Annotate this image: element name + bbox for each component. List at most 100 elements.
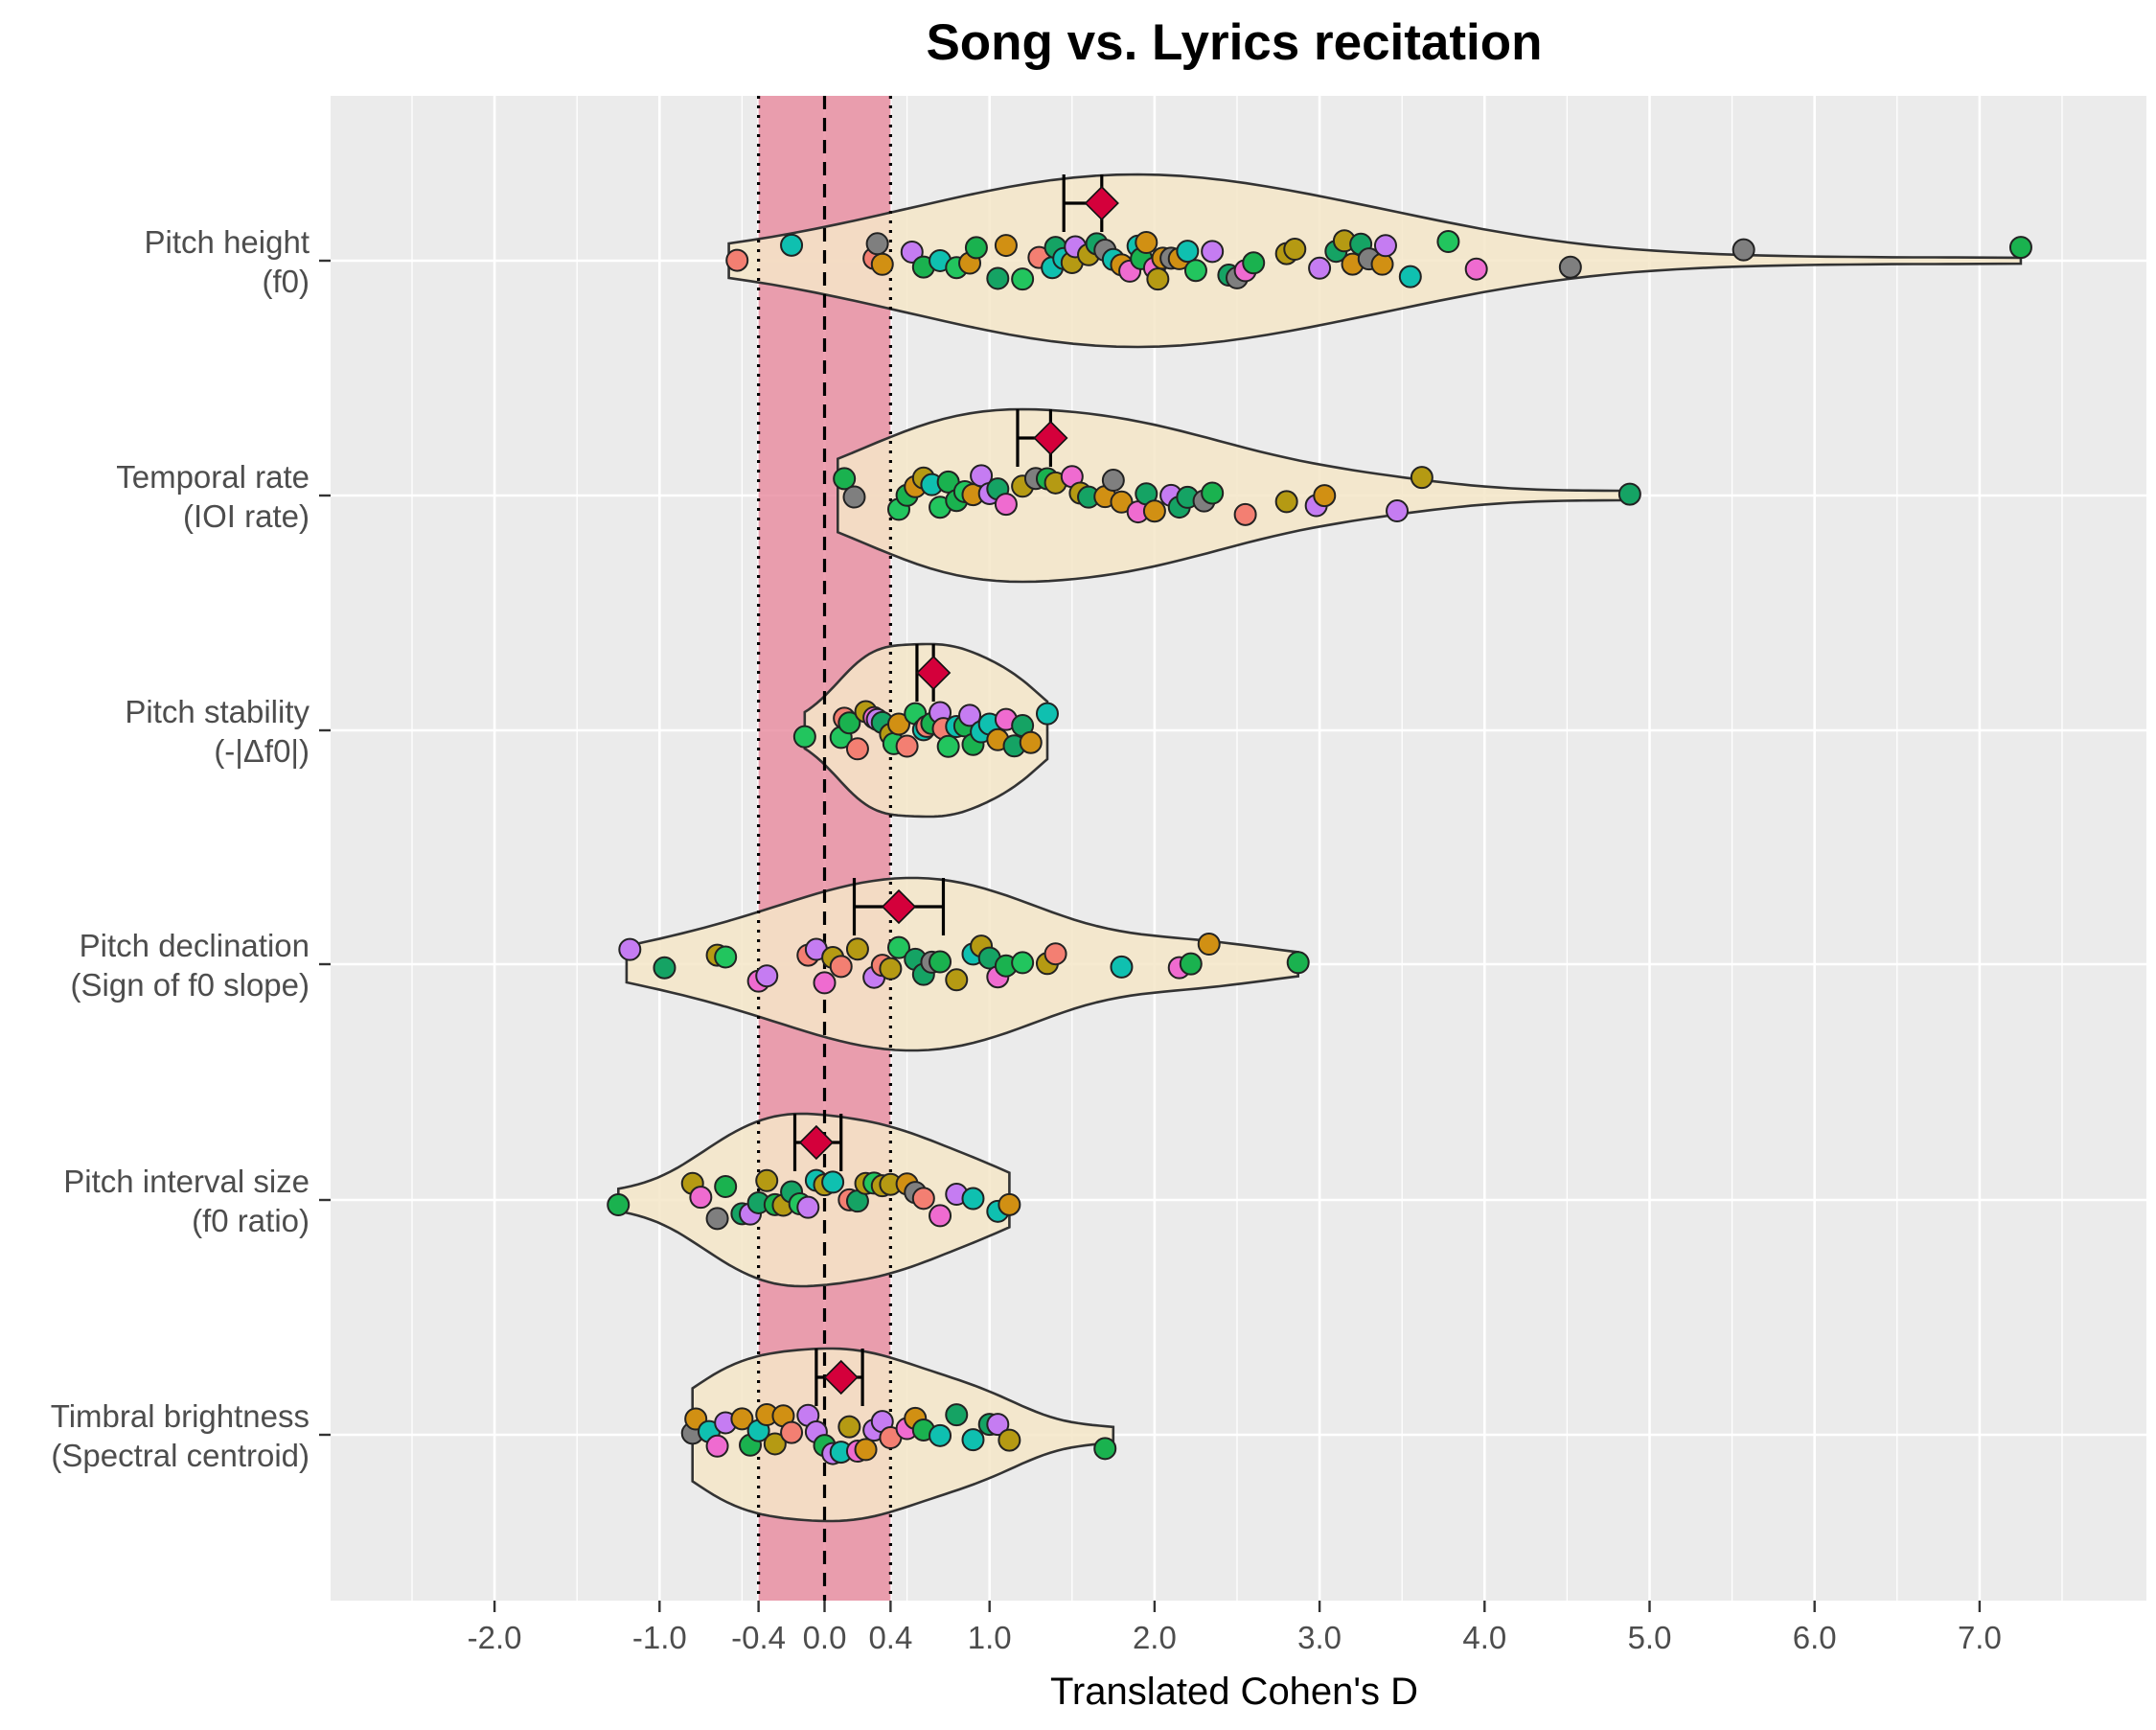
data-point	[730, 1407, 754, 1431]
data-point	[936, 734, 960, 758]
data-point	[994, 234, 1018, 258]
data-point	[1179, 952, 1203, 976]
data-point	[998, 1192, 1021, 1216]
data-point	[1233, 502, 1257, 526]
data-point	[1093, 1437, 1117, 1461]
data-point	[842, 485, 866, 509]
x-tick-label: 5.0	[1628, 1620, 1672, 1655]
data-point	[895, 734, 919, 758]
data-point	[1197, 933, 1221, 957]
data-point	[1464, 257, 1488, 281]
data-point	[1176, 240, 1200, 264]
data-point	[1101, 469, 1125, 493]
category-label-line1: Pitch declination	[80, 928, 310, 963]
data-point	[1732, 238, 1755, 262]
chart-title: Song vs. Lyrics recitation	[926, 14, 1542, 71]
category-label-line2: (-|Δf0|)	[214, 733, 310, 769]
data-point	[2008, 236, 2032, 260]
data-point	[1035, 702, 1059, 726]
data-points	[607, 229, 2032, 1465]
data-point	[929, 950, 952, 974]
category-label-line1: Pitch stability	[125, 694, 310, 729]
data-point	[911, 1187, 935, 1211]
data-point	[755, 1168, 779, 1192]
data-point	[792, 725, 816, 749]
data-point	[1274, 490, 1298, 514]
data-point	[837, 711, 861, 735]
data-point	[705, 1434, 729, 1458]
data-point	[705, 1207, 729, 1231]
category-label-line2: (Spectral centroid)	[51, 1438, 310, 1473]
data-point	[1617, 482, 1641, 506]
data-point	[1201, 240, 1225, 264]
data-point	[1436, 230, 1460, 254]
data-point	[958, 704, 982, 727]
category-label-line2: (f0)	[263, 264, 310, 299]
data-point	[1308, 256, 1332, 280]
data-point	[1142, 499, 1166, 523]
data-point	[886, 935, 910, 959]
reference-lines	[757, 96, 892, 1601]
data-point	[755, 964, 779, 988]
data-point	[986, 266, 1010, 290]
data-point	[1019, 730, 1043, 754]
data-point	[796, 1195, 820, 1219]
x-tick-label: -2.0	[468, 1620, 522, 1655]
data-point	[870, 252, 894, 276]
mean-diamond	[1033, 420, 1068, 456]
data-point	[945, 968, 969, 992]
data-point	[1370, 252, 1394, 276]
data-point	[607, 1193, 631, 1217]
x-tick-label: 0.0	[803, 1620, 847, 1655]
data-point	[945, 1403, 969, 1427]
data-point	[813, 971, 837, 995]
category-label-line1: Temporal rate	[116, 459, 310, 495]
data-point	[837, 1415, 861, 1439]
data-point	[1386, 499, 1410, 523]
mean-diamond	[823, 1359, 859, 1396]
data-point	[1011, 267, 1035, 291]
x-axis-title: Translated Cohen's D	[1050, 1671, 1418, 1713]
data-point	[929, 1204, 952, 1228]
data-point	[961, 1428, 985, 1452]
data-point	[845, 937, 869, 961]
data-point	[964, 236, 988, 260]
mean-ci-markers	[792, 174, 1119, 1406]
x-tick-label: -1.0	[632, 1620, 687, 1655]
data-point	[845, 737, 869, 761]
data-point	[725, 248, 749, 272]
data-point	[1558, 255, 1582, 279]
x-tick-label: -0.4	[731, 1620, 786, 1655]
panel-background	[331, 96, 2146, 1601]
data-point	[900, 240, 924, 264]
category-label-line1: Pitch interval size	[63, 1164, 310, 1199]
violins	[617, 173, 2023, 1523]
mean-diamond	[1084, 185, 1119, 221]
data-point	[653, 956, 677, 980]
mean-diamond	[881, 888, 917, 925]
data-point	[780, 1420, 804, 1444]
x-tick-label: 3.0	[1297, 1620, 1342, 1655]
data-point	[1410, 466, 1434, 490]
x-tick-labels: -2.0 -1.0 -0.4 0.0 0.4 1.0 2.0 3.0 4.0 5.0 6.0 7.0	[468, 1601, 2002, 1655]
data-point	[998, 1428, 1021, 1452]
data-point	[879, 957, 903, 980]
category-label-line1: Timbral brightness	[51, 1398, 310, 1434]
data-point	[929, 1423, 952, 1447]
data-point	[829, 955, 853, 979]
data-point	[1146, 267, 1170, 291]
category-label-line1: Pitch height	[145, 224, 310, 260]
data-point	[961, 1187, 985, 1211]
data-point	[865, 232, 889, 256]
data-point	[1283, 238, 1307, 262]
category-label-line2: (IOI rate)	[183, 498, 310, 534]
data-point	[1110, 955, 1134, 979]
x-tick-label: 6.0	[1793, 1620, 1837, 1655]
x-tick-label: 2.0	[1133, 1620, 1177, 1655]
data-point	[1398, 265, 1422, 288]
x-tick-label: 4.0	[1462, 1620, 1506, 1655]
data-point	[780, 233, 804, 257]
mean-diamond	[798, 1124, 835, 1161]
data-point	[714, 1175, 738, 1199]
